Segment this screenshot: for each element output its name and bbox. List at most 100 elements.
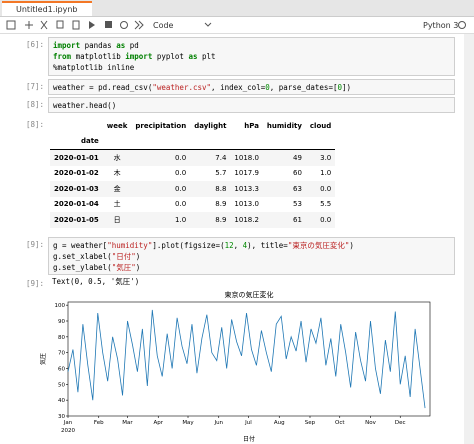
row-index: 2020-01-03 bbox=[54, 184, 99, 193]
table-cell: 1.0 bbox=[320, 169, 332, 178]
y-axis-label: 気圧 bbox=[40, 353, 47, 365]
table-cell: 金 bbox=[113, 184, 121, 193]
x-tick-label: Jan bbox=[63, 420, 73, 426]
code-line: import pandas as pd bbox=[53, 40, 450, 51]
code-token: ) bbox=[349, 241, 354, 250]
table-cell: 1.0 bbox=[175, 215, 187, 224]
save-icon[interactable] bbox=[6, 20, 16, 30]
x-tick-year: 2020 bbox=[61, 428, 75, 434]
y-tick-label: 50 bbox=[58, 382, 65, 388]
kernel-name: Python 3 bbox=[423, 21, 458, 30]
tab-title: Untitled1.ipynb bbox=[16, 5, 78, 14]
dropdown-arrow bbox=[204, 22, 212, 27]
plot-area bbox=[67, 301, 431, 417]
column-header: week bbox=[106, 121, 128, 130]
code-token: ].plot(figsize=( bbox=[152, 241, 225, 250]
x-tick-label: Feb bbox=[94, 420, 104, 426]
x-tick-label: Aug bbox=[274, 420, 285, 426]
code-token: ) bbox=[135, 252, 141, 261]
code-token: "humidity" bbox=[107, 241, 153, 250]
scrollbar[interactable] bbox=[464, 34, 474, 444]
add-icon[interactable] bbox=[25, 21, 33, 29]
table-row: 2020-01-02 木 0.0 5.7 1017.9 60 1.0 bbox=[50, 166, 335, 182]
x-tick-label: Oct bbox=[335, 420, 345, 426]
x-tick-label: Jun bbox=[213, 420, 223, 426]
prompt: [6]: bbox=[25, 40, 44, 49]
data-line bbox=[67, 309, 426, 409]
prompt: [8]: bbox=[25, 100, 44, 109]
table-cell: 0.0 bbox=[175, 169, 187, 178]
table-row: 2020-01-03 金 0.0 8.8 1013.3 63 0.0 bbox=[50, 181, 336, 197]
table-cell: 8.8 bbox=[215, 184, 227, 193]
table-row: 2020-01-04 土 0.0 8.9 1013.0 53 5.5 bbox=[50, 197, 335, 213]
table-cell: 53 bbox=[292, 200, 302, 209]
table-cell: 8.9 bbox=[215, 215, 227, 224]
restart-icon[interactable] bbox=[120, 21, 128, 29]
code-cell[interactable]: import pandas as pd from matplotlib impor… bbox=[48, 37, 455, 76]
prompt: [7]: bbox=[25, 82, 44, 91]
code-cell[interactable]: g = weather["humidity"].plot(figsize=(12… bbox=[48, 237, 455, 275]
x-tick-label: Sep bbox=[305, 420, 316, 426]
header-row: week precipitation daylight hPa humidity clou… bbox=[50, 118, 335, 134]
table-cell: 0.0 bbox=[320, 215, 332, 224]
toolbar: Code Python 3 bbox=[0, 17, 474, 33]
x-tick-label: May bbox=[182, 420, 194, 426]
code-cell[interactable]: weather = pd.read_csv("weather.csv", ind… bbox=[48, 79, 455, 95]
table-row: 2020-01-01 水 0.0 7.4 1018.0 49 3.0 bbox=[50, 149, 336, 166]
kernel-status bbox=[458, 21, 466, 29]
prompt: [9]: bbox=[25, 240, 44, 249]
table-cell: 0.0 bbox=[175, 184, 187, 193]
chart: 東京の気圧変化 日付 気圧 2020 30 40 50 60 70 80 90 100 Jan F… bbox=[40, 290, 431, 443]
table-cell: 0.0 bbox=[320, 184, 332, 193]
code-line: g = weather["humidity"].plot(figsize=(12… bbox=[53, 240, 450, 251]
code-token: "気圧" bbox=[111, 263, 136, 272]
table-cell: 木 bbox=[113, 169, 121, 178]
table-cell: 1013.3 bbox=[234, 184, 259, 193]
toolbar-bg bbox=[0, 17, 474, 33]
code-token: 0 bbox=[337, 83, 342, 92]
code-token: matplotlib bbox=[71, 52, 126, 61]
index-name: date bbox=[80, 137, 99, 146]
column-header: daylight bbox=[194, 121, 227, 130]
cut-icon[interactable] bbox=[40, 20, 48, 30]
table-cell: 49 bbox=[292, 153, 302, 162]
code-token: pd bbox=[125, 41, 139, 50]
table-cell: 5.7 bbox=[215, 169, 227, 178]
x-tick-label: Jul bbox=[244, 420, 252, 426]
x-axis-label: 日付 bbox=[243, 435, 255, 443]
row-index: 2020-01-04 bbox=[54, 200, 99, 209]
code-token: 0 bbox=[265, 83, 270, 92]
code-token: 12 bbox=[224, 241, 234, 250]
y-tick-label: 70 bbox=[58, 351, 65, 357]
restart-run-icon[interactable] bbox=[134, 20, 144, 30]
table-cell: 日 bbox=[113, 215, 121, 224]
row-index: 2020-01-02 bbox=[54, 169, 99, 178]
code-token: "東京の気圧変化" bbox=[287, 241, 350, 250]
cell-type[interactable]: Code bbox=[153, 21, 174, 30]
code-token: import bbox=[125, 52, 153, 61]
table-cell: 1013.0 bbox=[234, 200, 259, 209]
copy-icon[interactable] bbox=[56, 20, 64, 29]
y-tick-label: 60 bbox=[58, 367, 65, 373]
code-token: g = weather[ bbox=[53, 241, 108, 250]
tab[interactable]: Untitled1.ipynb bbox=[2, 1, 92, 16]
y-tick-label: 90 bbox=[58, 319, 65, 325]
output-text: Text(0, 0.5, '気圧') bbox=[52, 277, 140, 286]
stop-icon[interactable] bbox=[105, 21, 112, 28]
code-token: g.set_ylabel( bbox=[53, 263, 112, 272]
table-cell: 8.9 bbox=[215, 200, 227, 209]
run-icon[interactable] bbox=[89, 21, 95, 29]
chart-title: 東京の気圧変化 bbox=[225, 290, 274, 299]
table-cell: 5.5 bbox=[320, 200, 332, 209]
table-cell: 水 bbox=[113, 153, 121, 162]
table-cell: 1017.9 bbox=[234, 169, 259, 178]
code-token: weather = pd.read_csv( bbox=[53, 83, 153, 92]
code-token: weather.head() bbox=[53, 101, 117, 110]
code-token: "weather.csv" bbox=[152, 83, 212, 92]
code-cell[interactable]: weather.head() bbox=[48, 97, 455, 113]
code-line: g.set_ylabel("気圧") bbox=[53, 262, 450, 273]
x-tick-label: Mar bbox=[122, 420, 133, 426]
x-tick-label: Dec bbox=[395, 420, 406, 426]
paste-icon[interactable] bbox=[72, 20, 80, 30]
